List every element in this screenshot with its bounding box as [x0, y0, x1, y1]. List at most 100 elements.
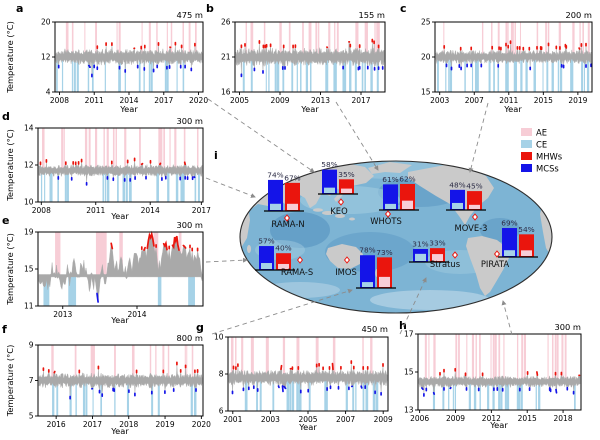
panel-f-xtick-4: 2020: [192, 420, 211, 429]
ce-band: [104, 170, 107, 202]
ae-band: [196, 128, 199, 171]
ae-band: [74, 345, 77, 381]
panel-d-letter: d: [2, 110, 10, 123]
ce-band: [296, 57, 298, 92]
station-rama-s-mhw-pct: 40%: [275, 244, 291, 253]
panel-e-xaxis-label: Year: [110, 315, 129, 325]
ce-band: [551, 57, 554, 92]
ce-band: [432, 381, 436, 410]
ce-band: [305, 57, 309, 92]
ae-band: [582, 22, 584, 58]
ae-band: [433, 334, 436, 382]
ce-band: [542, 57, 544, 92]
ce-band: [437, 57, 439, 92]
station-whots-marker-diamond: [384, 210, 392, 218]
mhw-marks: [110, 230, 199, 252]
mhw-marks: [443, 40, 587, 51]
ae-band: [491, 22, 493, 58]
ae-band: [519, 22, 521, 58]
ce-band: [325, 57, 327, 92]
panel-f: 9 7 5 2016 2017 2018 2019 2020 f 800 m Year Tempera…: [2, 323, 211, 436]
station-pirata-mhw-pct: 54%: [518, 225, 534, 234]
ce-band: [102, 170, 104, 202]
station-rama-s-marker-diamond: [296, 256, 304, 264]
legend: AE CE MHWs MCSs: [521, 128, 562, 174]
ce-band: [128, 170, 131, 202]
ae-band: [42, 128, 45, 171]
ce-band: [50, 170, 53, 202]
ae-band: [191, 345, 194, 381]
ce-band: [335, 57, 337, 92]
ae-band: [160, 128, 163, 171]
ae-band: [481, 22, 484, 58]
ae-band: [116, 22, 118, 58]
ae-band: [471, 334, 475, 382]
ae-inner-bar: [402, 200, 413, 209]
panel-h-xaxis-label: Year: [489, 420, 508, 430]
panel-d-ytick-0: 14: [24, 124, 34, 133]
continent: [466, 236, 509, 296]
panel-d-xtick-0: 2008: [32, 206, 51, 215]
temperature-series: [228, 363, 388, 393]
ce-band: [498, 381, 501, 410]
ce-band: [68, 275, 77, 306]
panel-e-yaxis-label: Temperature (°C): [5, 233, 15, 306]
panel-a-ytick-1: 12: [41, 53, 51, 62]
ce-band: [473, 381, 477, 410]
ae-band: [365, 22, 368, 58]
ae-band: [112, 128, 115, 171]
ce-band: [157, 380, 160, 416]
ce-band: [375, 377, 379, 411]
ce-band: [581, 57, 584, 92]
island: [313, 208, 323, 212]
ce-band: [518, 381, 521, 410]
ce-band: [175, 170, 179, 202]
ae-band: [118, 22, 121, 58]
ae-band: [564, 334, 567, 382]
ae-inner-bar: [287, 203, 298, 210]
ce-band: [342, 57, 344, 92]
ae-inner-bar: [469, 204, 480, 209]
ce-band: [291, 57, 294, 92]
panel-e-xtick-0: 2013: [53, 310, 72, 319]
ae-inner-bar: [432, 254, 443, 261]
ce-band: [535, 381, 537, 410]
panel-g-xtick-4: 2009: [374, 415, 393, 424]
continent: [536, 176, 552, 186]
ce-band: [118, 57, 121, 92]
mcs-marks: [421, 386, 575, 397]
mcs-marks: [240, 65, 384, 78]
ae-band: [561, 334, 564, 382]
mcs-bar: [360, 255, 375, 288]
panel-g-ytick-2: 6: [219, 407, 224, 416]
temperature-series: [38, 364, 203, 397]
ae-band: [155, 345, 157, 381]
ce-band: [176, 57, 178, 92]
ae-band: [551, 334, 554, 382]
station-keo: 58%35% KEO: [318, 160, 358, 216]
connector-g-Stratus: [399, 277, 427, 335]
ce-band: [268, 57, 270, 92]
ce-band: [197, 170, 200, 202]
ce-band: [180, 170, 182, 202]
mcs-marks: [445, 63, 592, 71]
ce-band: [471, 57, 474, 92]
ae-band: [103, 128, 105, 171]
panel-a-xtick-1: 2011: [85, 96, 104, 105]
ae-band: [362, 337, 364, 378]
station-move-3-marker-diamond: [471, 213, 479, 221]
ae-band: [183, 128, 186, 171]
ae-band: [84, 128, 88, 171]
temperature-series: [55, 44, 203, 75]
ce-band: [166, 57, 168, 92]
bathymetry-patch: [370, 290, 490, 310]
ce-band: [343, 57, 347, 92]
ce-band: [272, 377, 275, 411]
panel-f-letter: f: [2, 323, 7, 336]
ae-band: [332, 337, 336, 378]
ae-band: [94, 128, 98, 171]
ce-band: [126, 380, 130, 416]
